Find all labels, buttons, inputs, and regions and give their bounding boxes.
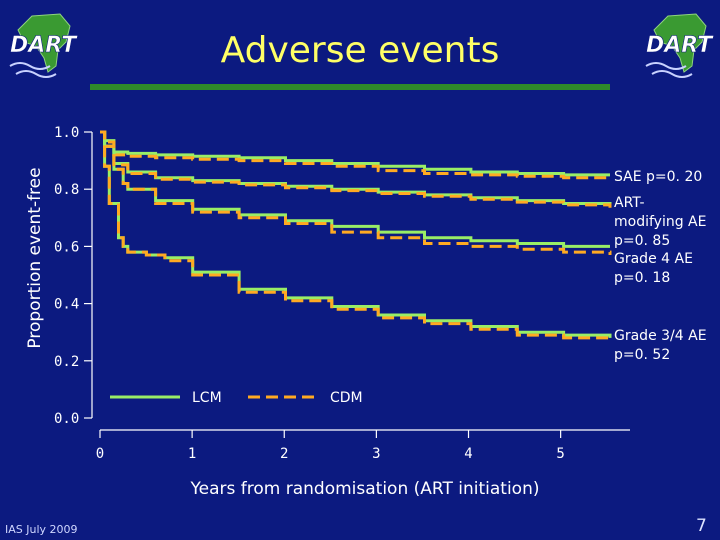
- x-axis-label: Years from randomisation (ART initiation…: [190, 479, 540, 499]
- africa-map-icon: [17, 13, 71, 73]
- dart-logo-text: DART: [10, 33, 78, 58]
- annotation-line: modifying AE: [614, 214, 706, 230]
- annotation-line: Grade 3/4 AE: [614, 328, 707, 344]
- annotation-line: SAE p=0. 20: [614, 169, 702, 185]
- x-tick-label: 0: [96, 446, 104, 462]
- x-tick-label: 1: [188, 446, 196, 462]
- y-tick-label: 1.0: [54, 125, 79, 141]
- y-tick-label: 0.8: [54, 182, 79, 198]
- y-tick-label: 0.0: [54, 411, 79, 427]
- x-tick-label: 3: [372, 446, 380, 462]
- curve-grade-3-4-ae-cdm: [100, 130, 612, 341]
- curve-grade-4-ae-cdm: [100, 130, 612, 255]
- annotation-line: ART-: [614, 195, 645, 211]
- curve-art-modifying-ae-cdm: [100, 130, 612, 208]
- annotation-line: Grade 4 AE: [614, 251, 693, 267]
- annotation-sae: SAE p=0. 20: [614, 169, 702, 185]
- dart-logo-left: DART: [9, 13, 79, 78]
- dart-logo-right: DART: [645, 13, 715, 78]
- annotation-grade-3-4-ae: Grade 3/4 AE p=0. 52: [614, 328, 707, 363]
- dart-logo-text: DART: [646, 33, 714, 58]
- y-tick-label: 0.4: [54, 297, 79, 313]
- waves-icon: [645, 62, 693, 78]
- legend-label-lcm: LCM: [192, 390, 222, 406]
- annotation-line: p=0. 18: [614, 270, 670, 286]
- curve-art-modifying-ae-lcm: [100, 130, 612, 207]
- x-tick-label: 2: [280, 446, 288, 462]
- x-tick-label: 5: [556, 446, 564, 462]
- footer-conference: IAS July 2009: [5, 523, 78, 536]
- curve-sae-lcm: [100, 130, 610, 177]
- x-tick-label: 4: [464, 446, 472, 462]
- annotation-line: p=0. 52: [614, 347, 670, 363]
- annotation-art-modifying-ae: ART-modifying AE p=0. 85: [614, 195, 706, 249]
- y-tick-label: 0.6: [54, 239, 79, 255]
- slide-title: Adverse events: [220, 30, 500, 71]
- page-number: 7: [696, 516, 707, 536]
- waves-icon: [9, 62, 57, 78]
- y-tick-label: 0.2: [54, 354, 79, 370]
- annotation-line: p=0. 85: [614, 233, 670, 249]
- title-underline: [90, 84, 610, 90]
- legend-label-cdm: CDM: [330, 390, 363, 406]
- africa-map-icon: [653, 13, 707, 73]
- y-axis-label: Proportion event-free: [25, 167, 45, 348]
- curve-sae-cdm: [100, 130, 610, 180]
- annotation-grade-4-ae: Grade 4 AE p=0. 18: [614, 251, 693, 286]
